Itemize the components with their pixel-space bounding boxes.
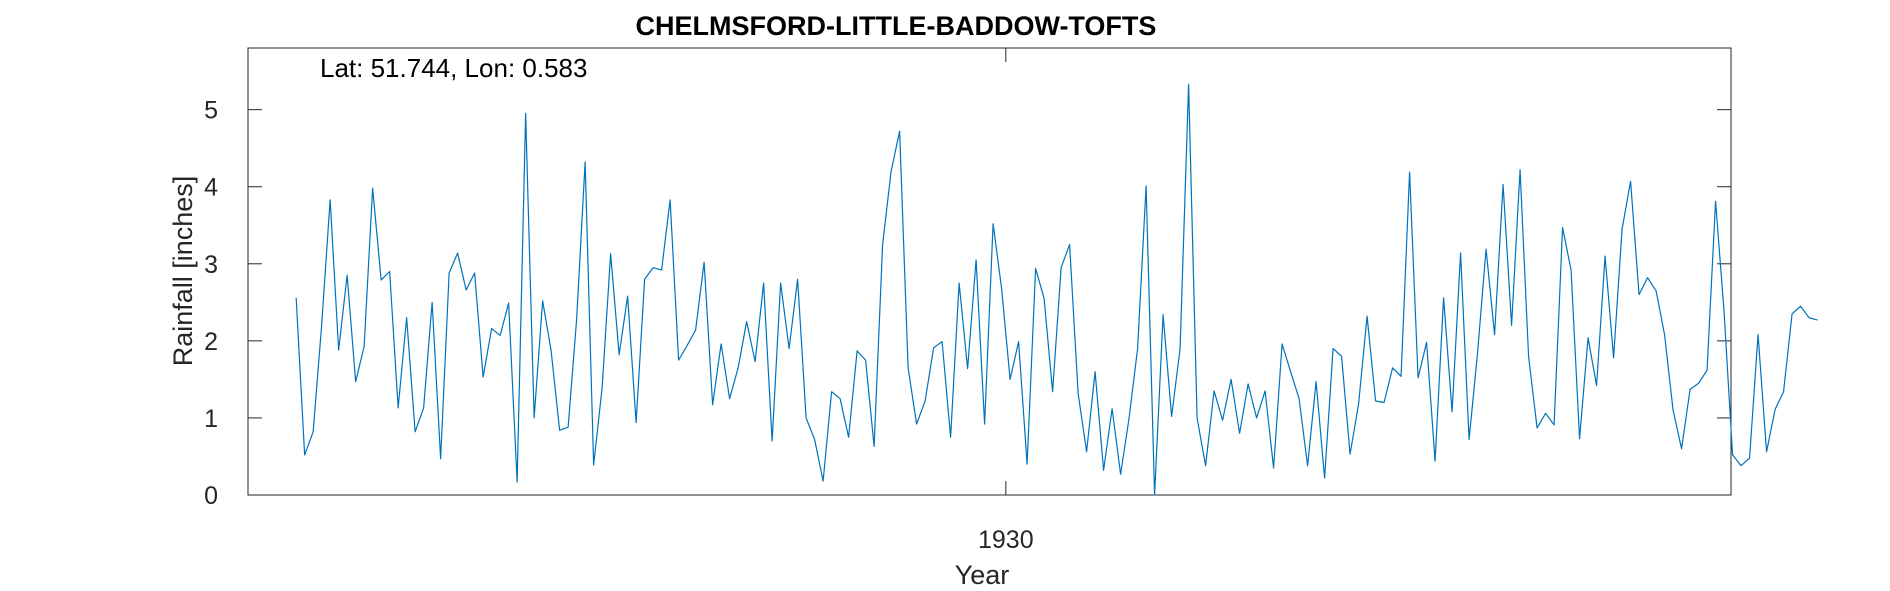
chart-title: CHELMSFORD-LITTLE-BADDOW-TOFTS [636,11,1157,41]
y-tick-label: 1 [204,405,218,433]
axes [247,47,1732,496]
y-tick-label: 3 [204,251,218,279]
plot-area-frame [247,47,1732,496]
y-tick-label: 4 [204,174,218,202]
x-axis-ticks: 1930 [978,48,1034,554]
y-tick-label: 5 [204,97,218,125]
x-axis-label: Year [955,560,1010,590]
y-axis-ticks: 0 1 2 3 4 5 [204,97,1731,510]
rainfall-series-line [295,83,1818,496]
y-axis-label: Rainfall [inches] [168,176,198,367]
x-tick-label: 1930 [978,526,1034,554]
y-tick-label: 0 [204,482,218,510]
y-tick-label: 2 [204,328,218,356]
series-group [295,83,1818,496]
location-annotation: Lat: 51.744, Lon: 0.583 [320,53,587,83]
